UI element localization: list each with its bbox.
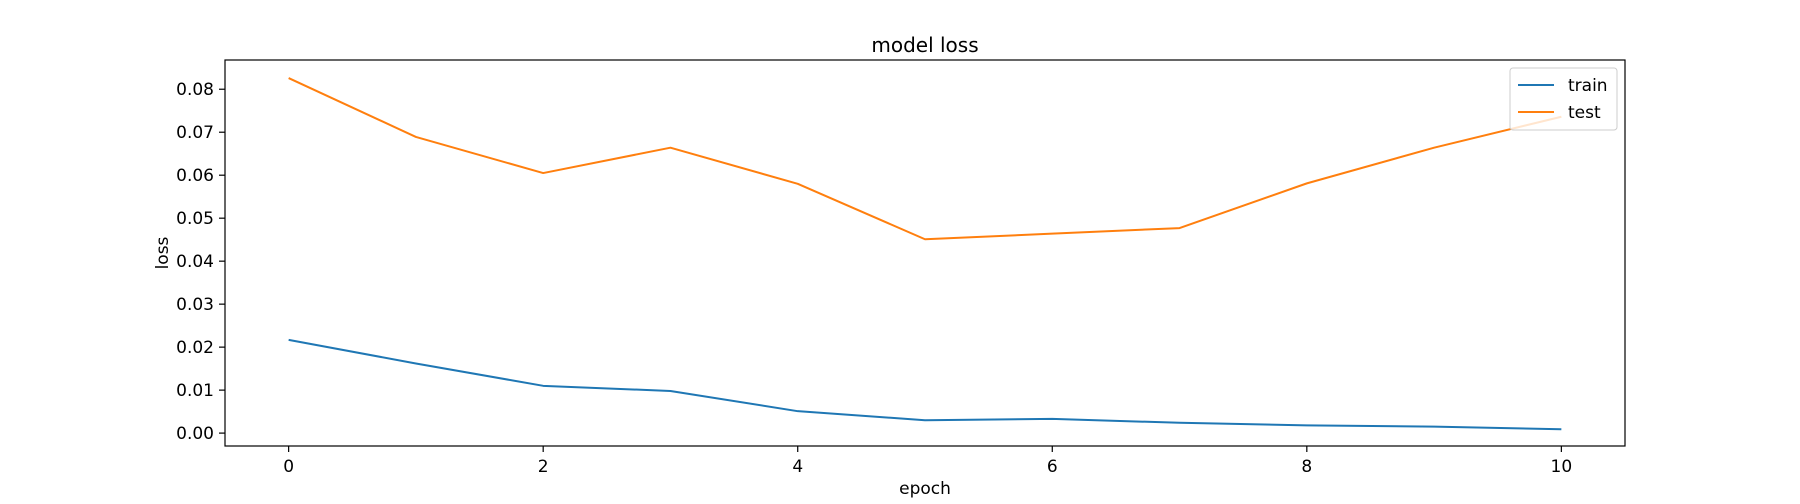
legend-label-train: train (1568, 76, 1608, 96)
y-tick-label: 0.06 (176, 166, 214, 186)
legend-box (1509, 67, 1618, 131)
y-tick-label: 0.01 (176, 381, 214, 401)
series-line-test (288, 77, 1562, 241)
x-tick-label: 8 (1301, 457, 1312, 477)
y-tick-label: 0.00 (176, 424, 214, 444)
x-tick-label: 10 (1551, 457, 1573, 477)
chart-title: model loss (871, 33, 978, 57)
y-tick-label: 0.07 (176, 123, 214, 143)
x-tick-label: 0 (283, 457, 294, 477)
y-tick-label: 0.03 (176, 295, 214, 315)
y-tick-label: 0.05 (176, 209, 214, 229)
x-axis: 0 2 4 6 8 10 (283, 446, 1572, 477)
y-axis-label: loss (153, 236, 173, 269)
y-tick-label: 0.04 (176, 252, 214, 272)
plot-frame (224, 59, 1626, 447)
x-axis-label: epoch (899, 479, 951, 499)
legend-label-test: test (1568, 103, 1601, 123)
y-tick-label: 0.02 (176, 338, 214, 358)
legend: train test (1509, 67, 1618, 131)
x-tick-label: 6 (1047, 457, 1058, 477)
series-line-train (288, 338, 1562, 431)
y-tick-label: 0.08 (176, 80, 214, 100)
y-axis: 0.00 0.01 0.02 0.03 0.04 0.05 0.06 0.07 0.08 (176, 80, 225, 444)
x-tick-label: 2 (538, 457, 549, 477)
x-tick-label: 4 (792, 457, 803, 477)
plot-area (288, 77, 1562, 431)
